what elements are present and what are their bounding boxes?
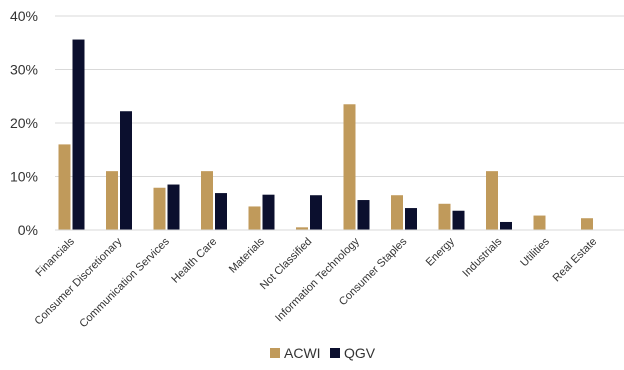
x-tick-label: Consumer Discretionary xyxy=(32,235,124,327)
legend: ACWI QGV xyxy=(270,345,376,361)
bar-qgv-consumer-discretionary xyxy=(120,111,132,230)
bar-acwi-real-estate xyxy=(581,218,593,230)
bar-qgv-health-care xyxy=(215,193,227,230)
legend-item-qgv: QGV xyxy=(330,345,376,361)
bar-acwi-financials xyxy=(58,144,71,230)
bar-acwi-not-classified xyxy=(296,227,308,230)
bar-qgv-not-classified xyxy=(310,195,322,230)
y-tick-label: 10% xyxy=(10,169,38,185)
bar-acwi-energy xyxy=(438,203,451,230)
bar-acwi-industrials xyxy=(486,171,498,230)
legend-item-acwi: ACWI xyxy=(270,345,321,361)
bar-qgv-materials xyxy=(262,194,275,230)
legend-label: ACWI xyxy=(284,345,321,361)
x-tick-label: Energy xyxy=(424,235,457,268)
y-tick-label: 0% xyxy=(18,222,38,238)
x-tick-label: Materials xyxy=(227,235,267,275)
bar-acwi-information-technology xyxy=(343,104,356,230)
x-tick-label: Industrials xyxy=(460,235,504,279)
x-tick-label: Financials xyxy=(33,235,77,279)
x-tick-label: Health Care xyxy=(169,236,219,286)
bar-acwi-communication-services xyxy=(153,187,166,230)
gridlines xyxy=(55,15,624,177)
legend-swatch xyxy=(330,348,340,358)
bar-acwi-consumer-discretionary xyxy=(106,171,118,230)
bar-qgv-industrials xyxy=(500,221,512,230)
bars xyxy=(58,39,593,230)
bar-qgv-energy xyxy=(452,210,465,230)
bar-acwi-utilities xyxy=(533,215,546,230)
bar-acwi-consumer-staples xyxy=(391,195,403,230)
bar-qgv-communication-services xyxy=(167,184,180,230)
legend-label: QGV xyxy=(344,345,376,361)
bar-acwi-materials xyxy=(248,206,261,230)
y-axis: 0% 10% 20% 30% 40% xyxy=(10,8,38,238)
bar-qgv-consumer-staples xyxy=(405,208,417,230)
legend-swatch xyxy=(270,348,280,358)
x-tick-label: Real Estate xyxy=(551,236,600,285)
bar-acwi-health-care xyxy=(201,171,213,230)
x-tick-label: Communication Services xyxy=(77,235,172,330)
y-tick-label: 40% xyxy=(10,8,38,24)
x-tick-label: Utilities xyxy=(518,235,552,269)
bar-qgv-financials xyxy=(72,39,85,230)
y-tick-label: 20% xyxy=(10,115,38,131)
y-tick-label: 30% xyxy=(10,62,38,78)
x-tick-label: Information Technology xyxy=(273,235,362,324)
bar-qgv-information-technology xyxy=(357,200,370,230)
